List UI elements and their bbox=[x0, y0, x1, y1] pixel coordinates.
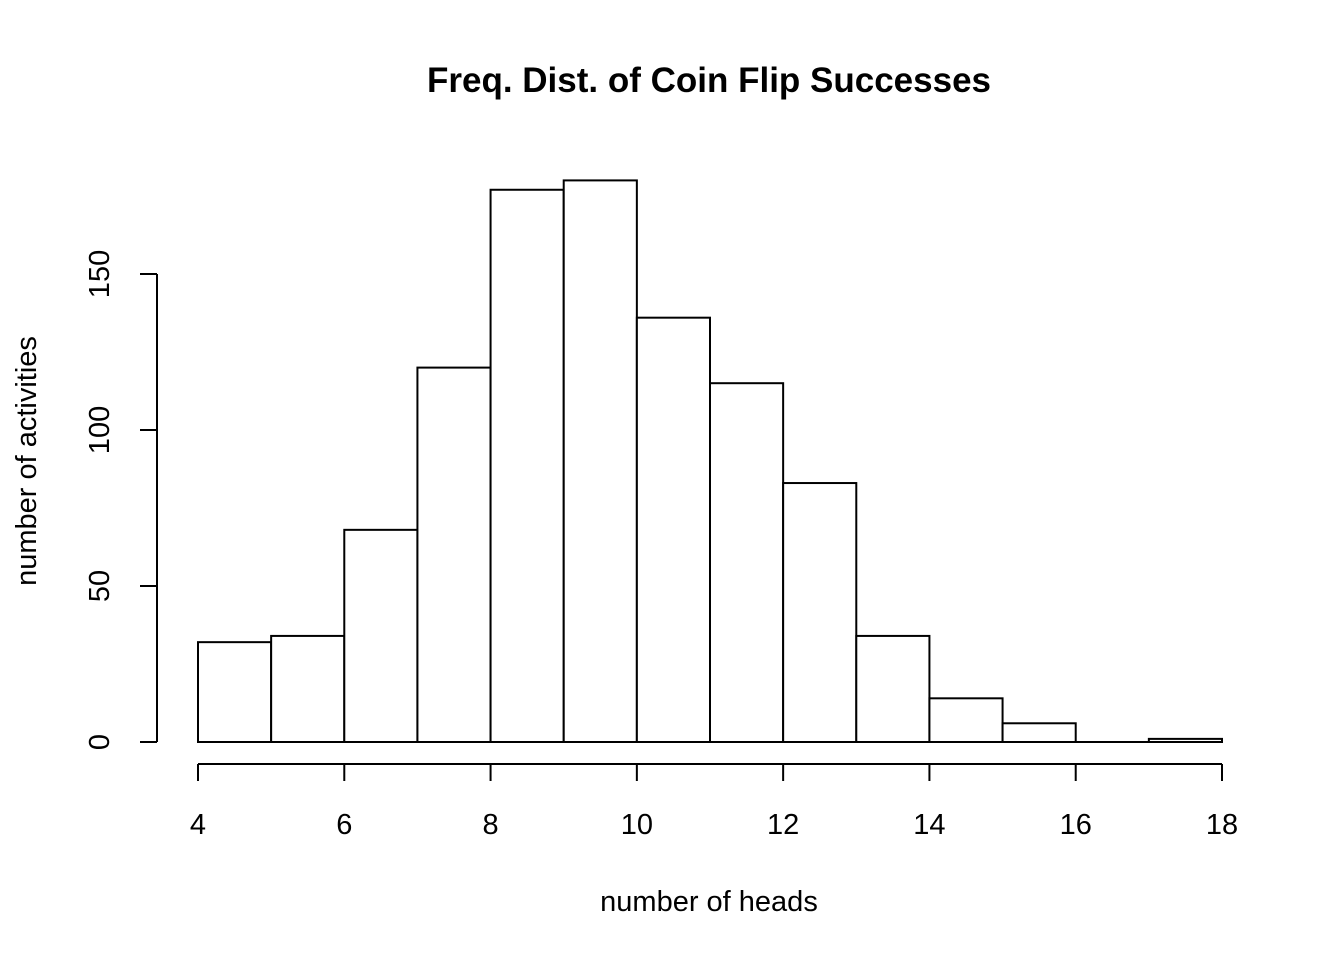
histogram-bar bbox=[270, 634, 346, 743]
y-tick-label: 150 bbox=[84, 250, 116, 298]
y-tick-label: 0 bbox=[84, 734, 116, 750]
histogram-bar bbox=[855, 634, 931, 743]
y-axis: 0 50 100 150 bbox=[84, 250, 158, 750]
histogram-bar bbox=[928, 697, 1004, 744]
x-tick-label: 6 bbox=[336, 809, 352, 841]
histogram-bar bbox=[1147, 737, 1224, 744]
chart-title: Freq. Dist. of Coin Flip Successes bbox=[427, 61, 991, 100]
x-axis-label: number of heads bbox=[600, 886, 818, 918]
x-tick-label: 4 bbox=[190, 809, 206, 841]
x-tick-label: 16 bbox=[1060, 809, 1092, 841]
bars-group bbox=[197, 179, 1224, 744]
histogram-bar bbox=[562, 179, 638, 743]
y-tick-label: 50 bbox=[84, 570, 116, 602]
y-axis-label: number of activities bbox=[11, 336, 43, 586]
histogram-bar bbox=[489, 188, 565, 743]
x-tick-label: 14 bbox=[913, 809, 945, 841]
y-tick-label: 100 bbox=[84, 406, 116, 454]
histogram-bar bbox=[343, 528, 419, 744]
x-tick-label: 18 bbox=[1206, 809, 1238, 841]
histogram-bar bbox=[635, 316, 711, 743]
histogram-bar bbox=[416, 366, 492, 743]
histogram-bar bbox=[1001, 722, 1077, 744]
histogram-bar bbox=[782, 482, 858, 743]
x-tick-label: 10 bbox=[621, 809, 653, 841]
histogram-bar bbox=[709, 382, 785, 743]
x-tick-label: 8 bbox=[483, 809, 499, 841]
histogram-bar bbox=[197, 641, 273, 743]
x-axis: 4 6 8 10 12 14 16 18 bbox=[190, 763, 1238, 841]
x-tick-label: 12 bbox=[767, 809, 799, 841]
